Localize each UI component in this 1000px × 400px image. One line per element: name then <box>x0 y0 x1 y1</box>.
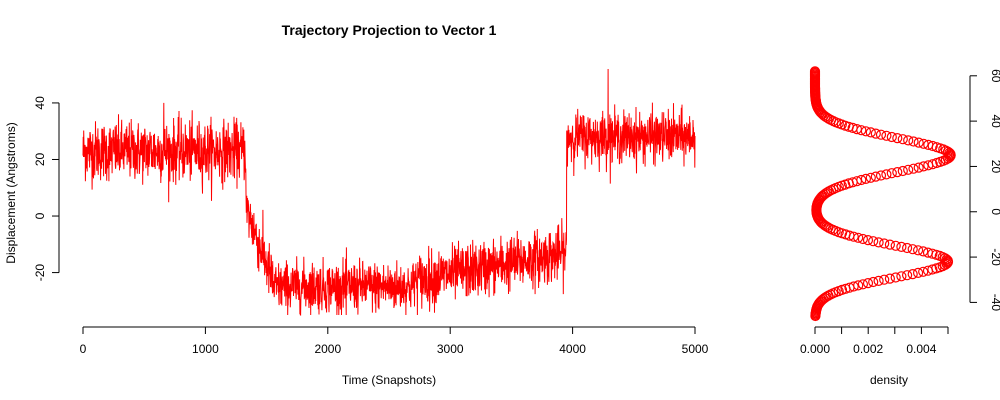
density-panel: 0.000 0.002 0.004 -40 -20 0 20 40 60 density <box>800 66 1000 387</box>
density-point <box>908 163 919 174</box>
density-point <box>892 167 903 178</box>
density-point <box>927 159 938 170</box>
density-y-tick-label: 60 <box>989 69 1000 83</box>
density-point <box>881 169 892 180</box>
density-point <box>809 66 821 77</box>
density-point <box>865 127 876 138</box>
density-point <box>913 162 924 173</box>
x-axis: 0 1000 2000 3000 4000 5000 <box>80 326 709 356</box>
chart-title: Trajectory Projection to Vector 1 <box>282 22 497 38</box>
density-point <box>875 170 887 181</box>
density-point <box>865 172 876 183</box>
density-point <box>907 244 918 255</box>
density-y-axis: -40 -20 0 20 40 60 <box>969 69 1000 312</box>
density-point <box>862 278 874 289</box>
density-point <box>862 235 874 246</box>
density-point <box>873 237 884 248</box>
x-tick-label: 4000 <box>559 342 586 356</box>
density-point <box>860 173 872 184</box>
density-point <box>886 168 897 179</box>
density-point <box>868 236 879 247</box>
x-axis-title: Time (Snapshots) <box>342 373 436 387</box>
density-point <box>879 274 890 285</box>
density-x-axis: 0.000 0.002 0.004 <box>800 326 949 356</box>
density-point <box>870 128 881 139</box>
y-tick-label: 40 <box>33 96 47 110</box>
density-point <box>901 242 913 254</box>
density-point <box>848 281 859 292</box>
density-point <box>908 136 919 147</box>
density-point <box>873 275 884 286</box>
y-axis-title: Displacement (Angstroms) <box>4 122 18 263</box>
density-point <box>918 138 929 149</box>
density-point <box>886 131 897 143</box>
density-point <box>890 272 901 283</box>
density-point <box>897 134 908 145</box>
density-x-tick-label: 0.002 <box>853 342 883 356</box>
density-point <box>879 238 890 249</box>
density-point <box>853 280 864 291</box>
y-axis: -20 0 20 40 <box>33 96 60 282</box>
density-y-tick-label: 0 <box>989 208 1000 215</box>
x-tick-label: 0 <box>80 342 87 356</box>
trajectory-panel: Trajectory Projection to Vector 1 0 1000 2… <box>4 22 709 387</box>
density-point <box>912 245 924 256</box>
density-y-tick-label: 20 <box>989 160 1000 174</box>
x-tick-label: 3000 <box>437 342 464 356</box>
density-point <box>927 264 938 275</box>
density-point <box>857 233 869 245</box>
density-point <box>897 165 908 177</box>
density-x-tick-label: 0.000 <box>800 342 830 356</box>
density-point <box>923 139 934 150</box>
density-point <box>857 279 869 290</box>
y-tick-label: 20 <box>33 152 47 166</box>
density-point <box>896 241 907 252</box>
trajectory-line <box>82 68 696 316</box>
density-point <box>922 247 934 258</box>
density-point <box>918 266 929 277</box>
density-y-tick-label: -20 <box>989 248 1000 266</box>
density-point <box>868 276 879 288</box>
x-tick-label: 5000 <box>682 342 709 356</box>
density-point <box>856 174 867 186</box>
density-point <box>890 240 901 251</box>
density-point <box>818 293 829 305</box>
density-series <box>809 66 956 322</box>
density-point <box>884 239 896 250</box>
density-y-tick-label: -40 <box>989 294 1000 312</box>
density-point <box>870 171 881 182</box>
x-tick-label: 1000 <box>192 342 219 356</box>
density-point <box>903 135 914 146</box>
density-point <box>884 273 896 284</box>
density-point <box>918 246 929 257</box>
density-point <box>912 267 924 278</box>
y-tick-label: -20 <box>33 264 47 282</box>
density-point <box>913 137 924 148</box>
density-point <box>881 130 892 141</box>
density-point <box>892 133 903 144</box>
trajectory-series <box>82 68 696 316</box>
density-point <box>896 271 907 282</box>
density-x-tick-label: 0.004 <box>906 342 936 356</box>
density-point <box>942 255 953 266</box>
density-x-axis-title: density <box>870 373 908 387</box>
density-point <box>847 122 858 134</box>
density-point <box>844 230 855 241</box>
density-point <box>903 164 914 175</box>
y-tick-label: 0 <box>33 212 47 219</box>
density-point <box>875 129 887 140</box>
density-y-tick-label: 40 <box>989 114 1000 128</box>
density-point <box>907 269 918 280</box>
x-tick-label: 2000 <box>314 342 341 356</box>
density-point <box>901 270 913 281</box>
density-point <box>927 248 938 259</box>
density-point <box>818 189 830 200</box>
